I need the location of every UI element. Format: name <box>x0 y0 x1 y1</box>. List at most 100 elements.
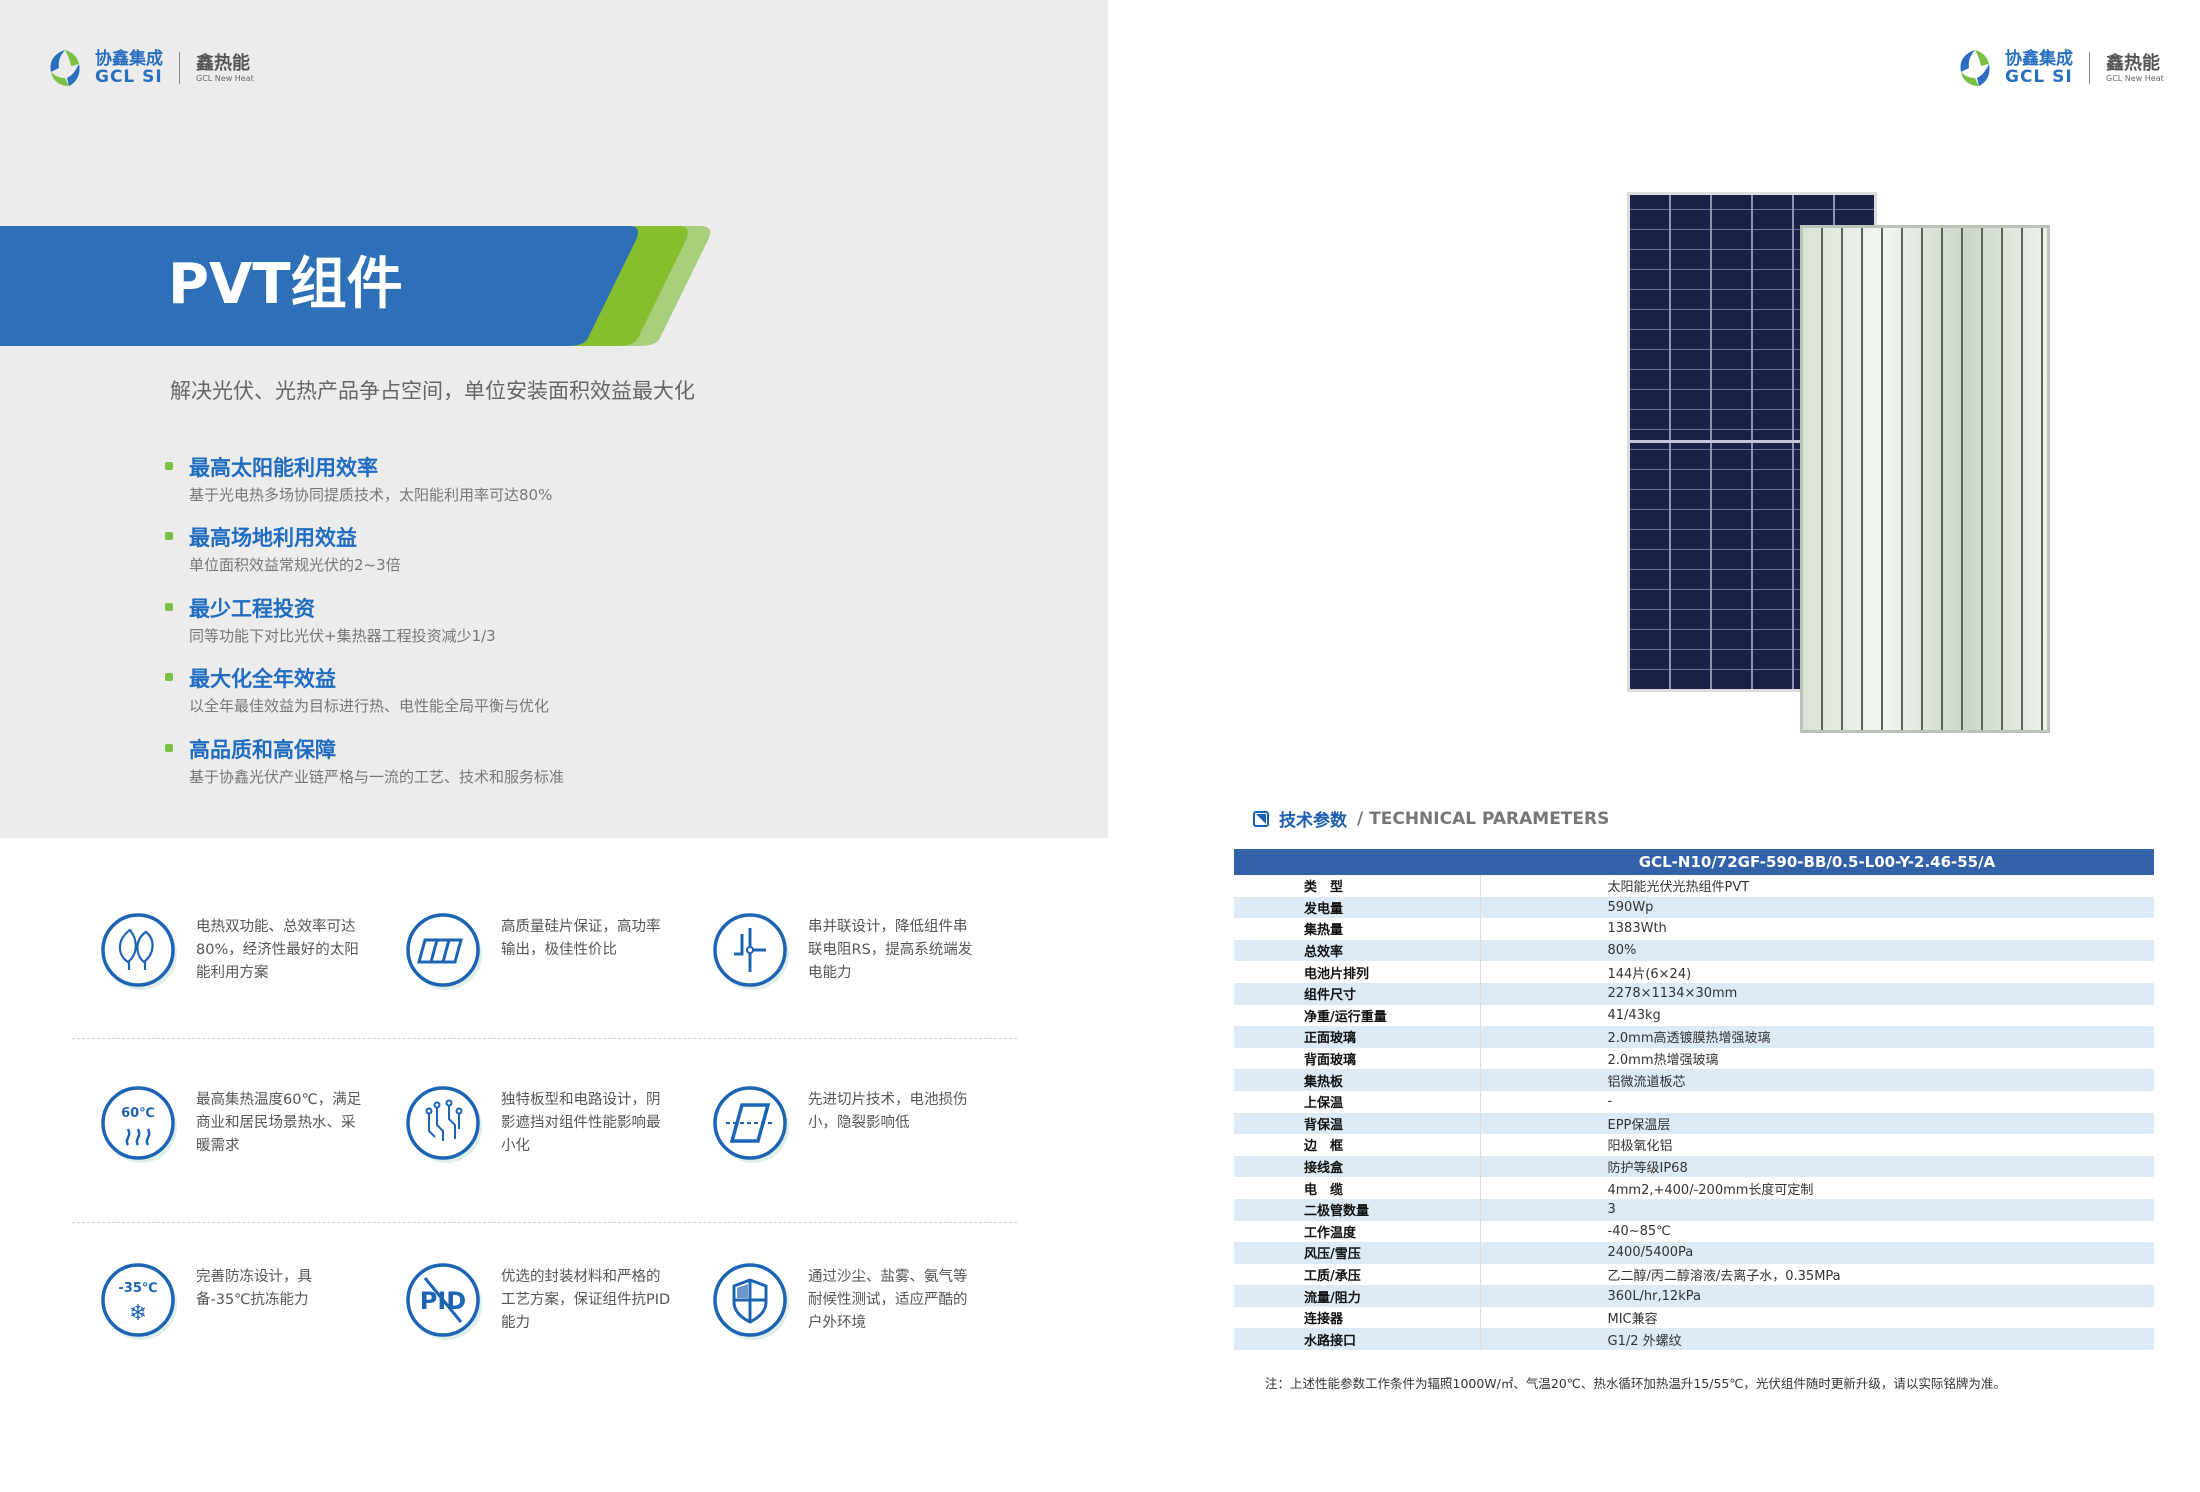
param-label: 连接器 <box>1234 1306 1481 1329</box>
table-row: 电池片排列 144片(6×24) <box>1234 961 2154 983</box>
param-label: 接线盒 <box>1234 1155 1481 1178</box>
left-panel-background <box>0 0 1108 838</box>
param-value: 阳极氧化铝 <box>1607 1139 1673 1155</box>
table-row: 集热板 铝微流道板芯 <box>1234 1069 2154 1091</box>
table-row: 电 缆 4mm2,+400/-200mm长度可定制 <box>1234 1177 2154 1199</box>
table-row: 连接器 MIC兼容 <box>1234 1306 2154 1329</box>
bullet-icon <box>165 673 173 681</box>
table-row: 背保温 EPP保温层 <box>1234 1112 2154 1135</box>
feature-desc: 基于协鑫光伏产业链严格与一流的工艺、技术和服务标准 <box>189 768 565 786</box>
param-value: 防护等级IP68 <box>1480 1155 2154 1178</box>
table-row: 流量/阻力 360L/hr,12kPa <box>1234 1285 2154 1307</box>
icon-feature-text: 先进切片技术，电池损伤小，隐裂影响低 <box>808 1092 968 1131</box>
feature-title: 最大化全年效益 <box>189 667 336 691</box>
table-row: 净重/运行重量 41/43kg <box>1234 1004 2154 1027</box>
param-value: G1/2 外螺纹 <box>1480 1328 2154 1351</box>
param-value: 2278×1134×30mm <box>1480 982 2154 1005</box>
tech-params-heading: 技术参数 / TECHNICAL PARAMETERS <box>1253 806 1609 831</box>
feature-desc: 单位面积效益常规光伏的2~3倍 <box>189 556 401 574</box>
param-value: 80% <box>1480 939 2154 962</box>
table-row: 水路接口 G1/2 外螺纹 <box>1234 1328 2154 1351</box>
brand-sub-en: GCL New Heat <box>2106 73 2164 83</box>
param-value: -40~85℃ <box>1607 1223 1671 1239</box>
table-row: 正面玻璃 2.0mm高透镀膜热增强玻璃 <box>1234 1026 2154 1048</box>
cut-cell-icon <box>713 1086 789 1163</box>
table-row: 组件尺寸 2278×1134×30mm <box>1234 982 2154 1005</box>
tech-heading-cn: 技术参数 <box>1279 811 1347 831</box>
table-row: 工作温度 -40~85℃ <box>1234 1220 2154 1243</box>
param-label: 正面玻璃 <box>1234 1026 1481 1048</box>
temperature-60-icon: 60℃ <box>101 1086 177 1163</box>
param-value: 铝微流道板芯 <box>1480 1069 2154 1091</box>
shield-icon <box>713 1263 789 1340</box>
param-label: 净重/运行重量 <box>1234 1004 1481 1027</box>
table-row: 二极管数量 3 <box>1234 1198 2154 1221</box>
param-label: 总效率 <box>1234 939 1481 962</box>
brand-en: GCL SI <box>95 67 163 87</box>
param-value: 3 <box>1480 1198 2154 1221</box>
svg-text:-35℃: -35℃ <box>118 1281 157 1296</box>
svg-text:❄: ❄ <box>129 1301 147 1326</box>
param-label: 流量/阻力 <box>1234 1285 1481 1307</box>
icon-feature-text: 独特板型和电路设计，阴影遮挡对组件性能影响最小化 <box>501 1092 661 1154</box>
table-row: 发电量 590Wp <box>1234 896 2154 919</box>
gcl-logo-icon <box>1960 50 1990 86</box>
param-label: 水路接口 <box>1234 1328 1481 1351</box>
brand-sub-cn: 鑫热能 <box>2106 52 2160 74</box>
param-value: 360L/hr,12kPa <box>1480 1285 2154 1307</box>
brand-sub-en: GCL New Heat <box>196 73 254 83</box>
feature-title: 高品质和高保障 <box>189 738 336 762</box>
param-label: 二极管数量 <box>1234 1198 1481 1221</box>
table-row: 接线盒 防护等级IP68 <box>1234 1155 2154 1178</box>
leaf-icon <box>101 913 177 990</box>
brand-logo-right: 协鑫集成 GCL SI 鑫热能 GCL New Heat <box>1955 48 2164 88</box>
table-header-blank <box>1234 849 1480 875</box>
snowflake-35-icon: -35℃ ❄ <box>101 1263 177 1340</box>
param-label: 边 框 <box>1234 1134 1481 1156</box>
icon-feature-text: 串并联设计，降低组件串联电阻RS，提高系统端发电能力 <box>808 919 973 981</box>
table-row: 总效率 80% <box>1234 939 2154 962</box>
bullet-icon <box>165 603 173 611</box>
brand-cn: 协鑫集成 <box>95 49 163 69</box>
param-value: 2.0mm热增强玻璃 <box>1607 1053 1719 1069</box>
solar-cells-icon <box>406 913 482 990</box>
bullet-icon <box>165 532 173 540</box>
param-value: EPP保温层 <box>1480 1112 2154 1135</box>
feature-title: 最少工程投资 <box>189 597 315 621</box>
icon-feature-text: 通过沙尘、盐雾、氨气等耐候性测试，适应严酷的户外环境 <box>808 1269 968 1331</box>
bullet-icon <box>165 744 173 752</box>
param-value: 太阳能光伏光热组件PVT <box>1607 880 1750 896</box>
circuit-board-icon <box>406 1086 482 1163</box>
logo-divider <box>179 52 180 84</box>
param-label: 工作温度 <box>1234 1220 1481 1243</box>
param-label: 上保温 <box>1234 1090 1481 1113</box>
param-label: 背保温 <box>1234 1112 1481 1135</box>
pid-icon: PID <box>406 1263 482 1340</box>
param-value: 41/43kg <box>1607 1007 1661 1023</box>
param-value: 590Wp <box>1480 896 2154 919</box>
brand-sub-cn: 鑫热能 <box>196 52 250 74</box>
param-value: 2.0mm高透镀膜热增强玻璃 <box>1480 1026 2154 1048</box>
icon-feature-text: 优选的封装材料和严格的工艺方案，保证组件抗PID能力 <box>501 1269 671 1331</box>
section-marker-icon <box>1253 810 1269 827</box>
table-row: 类 型 太阳能光伏光热组件PVT <box>1234 875 2154 897</box>
param-label: 组件尺寸 <box>1234 982 1481 1005</box>
svg-text:60℃: 60℃ <box>121 1106 155 1121</box>
table-row: 风压/雪压 2400/5400Pa <box>1234 1242 2154 1264</box>
model-number: GCL-N10/72GF-590-BB/0.5-L00-Y-2.46-55/A <box>1480 849 2154 875</box>
table-row: 工质/承压 乙二醇/丙二醇溶液/去离子水，0.35MPa <box>1234 1263 2154 1286</box>
footnote: 注：上述性能参数工作条件为辐照1000W/㎡、气温20℃、热水循环加热温升15/… <box>1265 1376 2006 1391</box>
param-label: 风压/雪压 <box>1234 1242 1481 1264</box>
param-label: 集热量 <box>1234 918 1481 940</box>
tech-params-table: GCL-N10/72GF-590-BB/0.5-L00-Y-2.46-55/A … <box>1234 849 2154 1351</box>
param-label: 背面玻璃 <box>1234 1047 1481 1070</box>
table-row: 上保温 - <box>1234 1090 2154 1113</box>
circuit-junction-icon <box>713 913 789 990</box>
brand-logo-left: 协鑫集成 GCL SI 鑫热能 GCL New Heat <box>45 48 254 88</box>
feature-desc: 基于光电热多场协同提质技术，太阳能利用率可达80% <box>189 486 553 504</box>
param-value: 144片(6×24) <box>1607 966 1692 982</box>
table-row: 集热量 1383Wth <box>1234 918 2154 940</box>
logo-divider <box>2089 52 2090 84</box>
pvt-panel-back-image <box>1800 225 2050 733</box>
icon-feature-text: 最高集热温度60℃，满足商业和居民场景热水、采暖需求 <box>196 1092 362 1154</box>
